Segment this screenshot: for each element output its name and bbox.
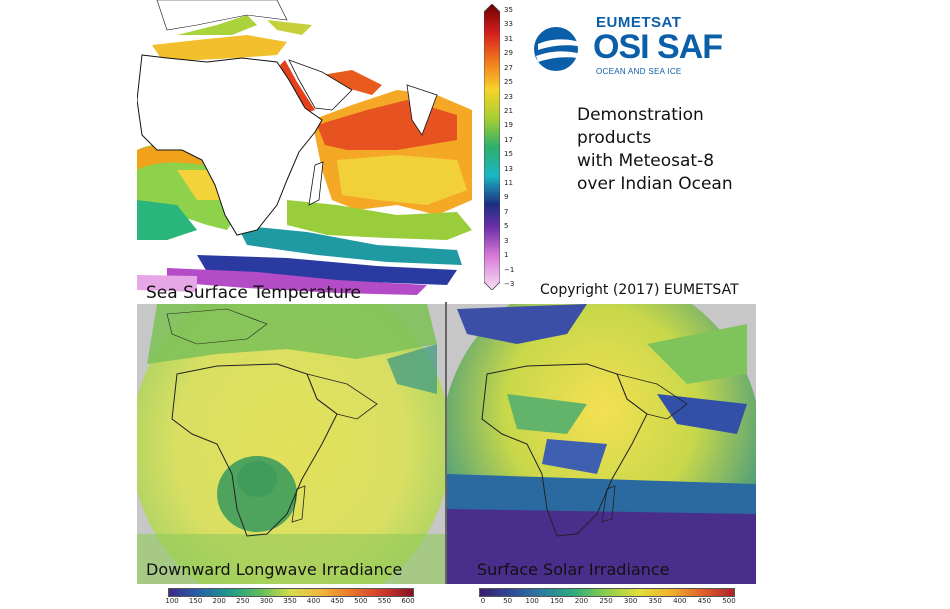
sst-colorbar-tick: 27 bbox=[504, 63, 513, 72]
panel-divider bbox=[445, 302, 447, 584]
description-line: over Indian Ocean bbox=[577, 174, 733, 194]
dli-colorbar-tick: 500 bbox=[354, 597, 368, 605]
dli-colorbar-tick: 600 bbox=[401, 597, 415, 605]
dli-colorbar-tick: 100 bbox=[165, 597, 179, 605]
sst-colorbar-tick: 29 bbox=[504, 49, 513, 58]
ssi-caption: Surface Solar Irradiance bbox=[477, 560, 670, 579]
dli-map bbox=[137, 304, 446, 584]
sst-colorbar-tick: 35 bbox=[504, 6, 513, 14]
dli-colorbar-tick: 450 bbox=[330, 597, 344, 605]
sst-colorbar-tick: −3 bbox=[504, 280, 515, 288]
dli-colorbar-tick: 300 bbox=[259, 597, 274, 605]
logo-subtitle-text: OCEAN AND SEA ICE bbox=[596, 67, 682, 76]
dli-colorbar-tick: 400 bbox=[306, 597, 321, 605]
sst-colorbar-tick: 3 bbox=[504, 236, 509, 245]
sst-colorbar-tick: 19 bbox=[504, 121, 513, 130]
description-line: Demonstration bbox=[577, 105, 704, 125]
ssi-map bbox=[447, 304, 756, 584]
ssi-colorbar-tick: 150 bbox=[550, 597, 564, 605]
sst-colorbar-tick: 1 bbox=[504, 251, 509, 260]
sst-colorbar bbox=[484, 4, 500, 290]
ssi-colorbar-tick: 450 bbox=[697, 597, 712, 605]
ssi-colorbar-tick: 250 bbox=[599, 597, 613, 605]
sst-colorbar-tick: 5 bbox=[504, 222, 509, 231]
osisaf-logo bbox=[534, 27, 588, 71]
dli-colorbar-tick: 350 bbox=[283, 597, 297, 605]
ssi-colorbar-tick: 350 bbox=[648, 597, 662, 605]
ssi-colorbar-tick: 200 bbox=[574, 597, 589, 605]
description-line: with Meteosat-8 bbox=[577, 151, 715, 171]
sst-colorbar-tick: 9 bbox=[504, 193, 509, 202]
sst-caption: Sea Surface Temperature bbox=[146, 283, 361, 303]
sst-colorbar-tick: 7 bbox=[504, 207, 509, 216]
dli-colorbar-tick: 150 bbox=[188, 597, 203, 605]
dli-caption: Downward Longwave Irradiance bbox=[146, 560, 403, 579]
sst-colorbar-tick: 21 bbox=[504, 106, 513, 115]
ssi-colorbar-tick: 0 bbox=[480, 597, 486, 605]
ssi-colorbar bbox=[479, 588, 735, 597]
ssi-colorbar-tick: 50 bbox=[503, 597, 513, 605]
description-line: products bbox=[577, 128, 652, 148]
sst-colorbar-tick: 11 bbox=[504, 179, 513, 188]
description-text: Demonstration products with Meteosat-8 o… bbox=[577, 104, 777, 196]
sst-colorbar-tick: 15 bbox=[504, 150, 513, 159]
dli-colorbar bbox=[168, 588, 414, 597]
sst-colorbar-tick: 23 bbox=[504, 92, 513, 101]
dli-colorbar-tick: 550 bbox=[377, 597, 392, 605]
sst-colorbar-tick: 25 bbox=[504, 78, 513, 87]
copyright-text: Copyright (2017) EUMETSAT bbox=[540, 282, 739, 298]
logo-eumetsat-text: EUMETSAT bbox=[596, 14, 682, 31]
sst-colorbar-tick: 33 bbox=[504, 20, 513, 29]
ssi-colorbar-tick: 500 bbox=[722, 597, 736, 605]
sst-colorbar-tick: 13 bbox=[504, 164, 513, 173]
ssi-colorbar-tick: 300 bbox=[623, 597, 638, 605]
sst-map bbox=[137, 0, 472, 295]
ssi-colorbar-tick: 400 bbox=[673, 597, 687, 605]
dli-colorbar-tick: 250 bbox=[236, 597, 250, 605]
logo-osisaf-text: OSI SAF bbox=[593, 28, 723, 66]
sst-colorbar-tick: 31 bbox=[504, 34, 513, 43]
sst-colorbar-tick: 17 bbox=[504, 135, 513, 144]
dli-colorbar-tick: 200 bbox=[212, 597, 226, 605]
ssi-colorbar-tick: 100 bbox=[525, 597, 539, 605]
sst-colorbar-tick: −1 bbox=[504, 265, 515, 274]
